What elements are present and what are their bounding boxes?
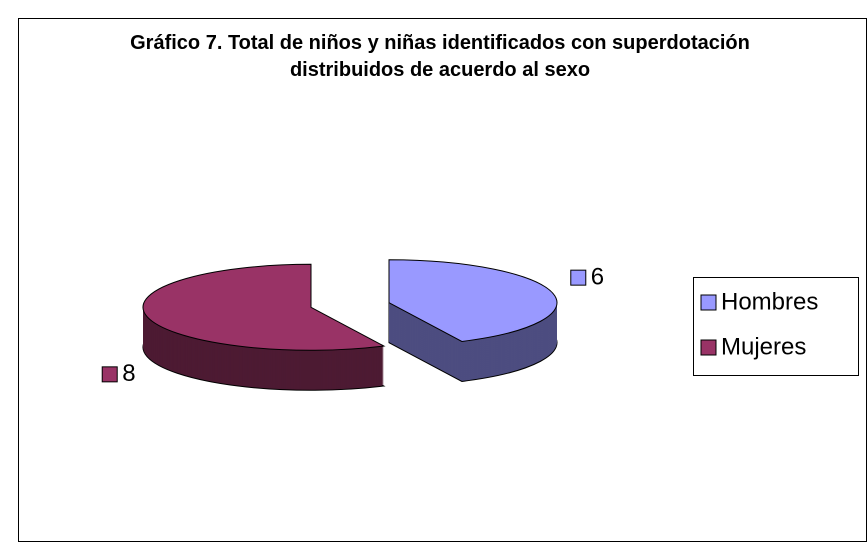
data-label: 8 xyxy=(122,360,135,387)
data-label-key xyxy=(101,366,118,383)
legend-swatch xyxy=(700,294,717,311)
legend-label: Hombres xyxy=(721,288,818,315)
legend-swatch xyxy=(700,339,717,356)
pie-slice xyxy=(142,263,386,351)
data-label-key xyxy=(570,269,587,286)
legend-box xyxy=(693,277,859,376)
data-label: 6 xyxy=(591,263,604,290)
pie-slice xyxy=(388,259,558,342)
chart-title: Gráfico 7. Total de niños y niñas identi… xyxy=(130,32,750,81)
legend-label: Mujeres xyxy=(721,333,806,360)
